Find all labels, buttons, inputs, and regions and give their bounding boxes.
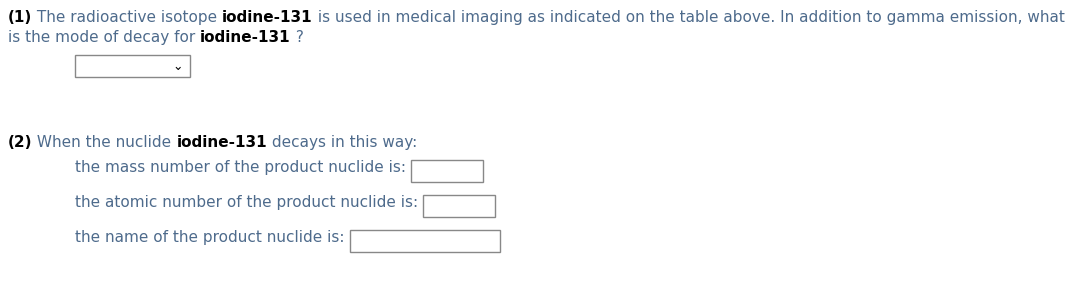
Bar [423, 195, 495, 217]
Text: decays in this way:: decays in this way: [267, 135, 417, 150]
Text: ?: ? [291, 30, 304, 45]
Text: iodine-131: iodine-131 [222, 10, 313, 25]
Bar [350, 230, 499, 252]
Text: is the mode of decay for: is the mode of decay for [7, 30, 200, 45]
Bar [75, 55, 190, 77]
Text: is used in medical imaging as indicated on the table above. In addition to gamma: is used in medical imaging as indicated … [313, 10, 1065, 25]
Text: iodine-131: iodine-131 [200, 30, 291, 45]
Text: the name of the product nuclide is:: the name of the product nuclide is: [75, 230, 344, 245]
Text: When the nuclide: When the nuclide [32, 135, 176, 150]
Bar [410, 160, 483, 182]
Text: (2): (2) [7, 135, 32, 150]
Text: the atomic number of the product nuclide is:: the atomic number of the product nuclide… [75, 195, 418, 210]
Text: The radioactive isotope: The radioactive isotope [32, 10, 222, 25]
Text: the mass number of the product nuclide is:: the mass number of the product nuclide i… [75, 160, 406, 175]
Text: ⌄: ⌄ [173, 59, 183, 72]
Text: iodine-131: iodine-131 [176, 135, 267, 150]
Text: (1): (1) [7, 10, 32, 25]
